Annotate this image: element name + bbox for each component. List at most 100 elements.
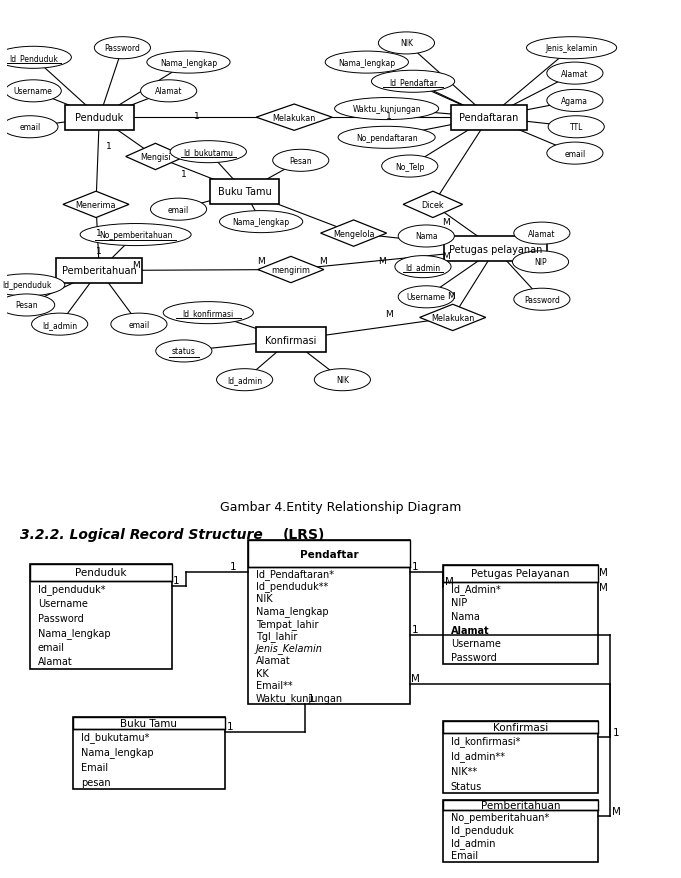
Text: email: email	[565, 149, 586, 158]
Text: Tgl_lahir: Tgl_lahir	[256, 630, 297, 641]
Text: Alamat: Alamat	[528, 229, 556, 238]
FancyBboxPatch shape	[73, 717, 225, 730]
Text: Id_penduduk*: Id_penduduk*	[38, 583, 106, 594]
Text: Alamat: Alamat	[155, 87, 183, 97]
Text: Id_penduduk: Id_penduduk	[2, 281, 51, 290]
Ellipse shape	[398, 286, 454, 308]
FancyBboxPatch shape	[248, 541, 410, 567]
Text: Password: Password	[524, 295, 560, 305]
FancyBboxPatch shape	[443, 722, 598, 793]
FancyBboxPatch shape	[445, 237, 547, 262]
FancyBboxPatch shape	[65, 105, 134, 131]
Text: Alamat: Alamat	[451, 625, 490, 635]
FancyBboxPatch shape	[248, 541, 410, 704]
Text: Melakukan: Melakukan	[431, 313, 475, 322]
Text: Dicek: Dicek	[422, 201, 444, 210]
Ellipse shape	[111, 313, 167, 335]
Text: Email: Email	[451, 851, 478, 860]
Text: 3.2.2. Logical Record Structure: 3.2.2. Logical Record Structure	[20, 528, 268, 542]
Text: Waktu_kunjungan: Waktu_kunjungan	[352, 105, 421, 114]
FancyBboxPatch shape	[30, 564, 172, 669]
Ellipse shape	[315, 370, 370, 392]
Text: Username: Username	[14, 87, 52, 97]
Text: Id_Admin*: Id_Admin*	[451, 583, 501, 594]
Text: Menerima: Menerima	[76, 201, 116, 210]
FancyBboxPatch shape	[443, 565, 598, 664]
Text: Username: Username	[38, 598, 88, 608]
Text: Nama_lengkap: Nama_lengkap	[256, 606, 328, 616]
Text: 1: 1	[613, 727, 620, 738]
Text: No_pemberitahuan: No_pemberitahuan	[99, 231, 172, 240]
Polygon shape	[403, 192, 462, 219]
Text: Pemberitahuan: Pemberitahuan	[481, 800, 560, 810]
Text: Mengisi: Mengisi	[140, 153, 171, 162]
Ellipse shape	[2, 117, 58, 139]
Text: Alamat: Alamat	[256, 656, 291, 666]
Text: M: M	[131, 261, 140, 270]
FancyBboxPatch shape	[443, 800, 598, 810]
Ellipse shape	[334, 98, 439, 120]
Ellipse shape	[31, 313, 88, 335]
Text: Pemberitahuan: Pemberitahuan	[62, 266, 137, 277]
FancyBboxPatch shape	[210, 180, 279, 205]
Text: Email: Email	[81, 762, 108, 772]
Text: Alamat: Alamat	[38, 657, 73, 666]
Text: Pesan: Pesan	[289, 156, 312, 166]
Text: Tempat_lahir: Tempat_lahir	[256, 618, 318, 629]
Ellipse shape	[219, 212, 303, 234]
Text: M: M	[599, 582, 607, 593]
Text: Nama_lengkap: Nama_lengkap	[160, 59, 217, 68]
Text: Email**: Email**	[256, 680, 292, 690]
Text: Pendaftaran: Pendaftaran	[460, 113, 519, 123]
Ellipse shape	[0, 47, 72, 69]
Text: M: M	[442, 251, 450, 261]
Text: Nama_lengkap: Nama_lengkap	[338, 59, 396, 68]
Text: Id_admin: Id_admin	[227, 376, 262, 385]
Text: No_Telp: No_Telp	[395, 162, 424, 171]
Ellipse shape	[371, 71, 455, 93]
Text: NIP: NIP	[451, 597, 467, 608]
Text: Konfirmasi: Konfirmasi	[493, 723, 548, 732]
Text: Password: Password	[104, 44, 140, 54]
Text: Id_konfirmasi*: Id_konfirmasi*	[451, 735, 520, 746]
Ellipse shape	[395, 256, 451, 278]
Text: Status: Status	[451, 781, 482, 791]
Text: Nama_lengkap: Nama_lengkap	[38, 627, 110, 638]
Ellipse shape	[379, 32, 434, 55]
Text: Password: Password	[451, 652, 496, 662]
Text: Mengelola: Mengelola	[333, 229, 375, 238]
Text: Buku Tamu: Buku Tamu	[218, 187, 272, 198]
Text: 1: 1	[172, 575, 179, 586]
FancyBboxPatch shape	[451, 105, 527, 131]
Text: No_pendaftaran: No_pendaftaran	[356, 133, 417, 142]
Ellipse shape	[526, 38, 617, 60]
Text: email: email	[38, 642, 65, 652]
Text: 1: 1	[308, 693, 315, 703]
Text: 1: 1	[412, 624, 418, 635]
Ellipse shape	[547, 143, 603, 165]
Text: M: M	[445, 576, 454, 586]
Ellipse shape	[548, 117, 604, 139]
Polygon shape	[258, 257, 324, 284]
Text: Jenis_kelamin: Jenis_kelamin	[545, 44, 598, 54]
Text: Agama: Agama	[561, 97, 588, 105]
Ellipse shape	[547, 63, 603, 85]
Ellipse shape	[80, 224, 191, 247]
Text: Jenis_Kelamin: Jenis_Kelamin	[256, 643, 323, 653]
Text: 1: 1	[106, 142, 112, 151]
Text: Nama: Nama	[415, 232, 438, 241]
Text: email: email	[168, 205, 189, 214]
Text: Id_penduduk**: Id_penduduk**	[256, 580, 328, 592]
Text: pesan: pesan	[81, 777, 110, 787]
Text: 1: 1	[97, 247, 102, 255]
Text: 1: 1	[194, 112, 200, 121]
Text: email: email	[128, 320, 150, 329]
Ellipse shape	[156, 341, 212, 363]
Ellipse shape	[272, 150, 329, 172]
Text: Id_admin: Id_admin	[405, 263, 441, 272]
Text: M: M	[612, 806, 621, 816]
Ellipse shape	[513, 223, 570, 245]
Text: Gambar 4.Entity Relationship Diagram: Gambar 4.Entity Relationship Diagram	[220, 500, 461, 513]
Text: (LRS): (LRS)	[283, 528, 325, 542]
Text: Id_admin: Id_admin	[451, 837, 495, 848]
